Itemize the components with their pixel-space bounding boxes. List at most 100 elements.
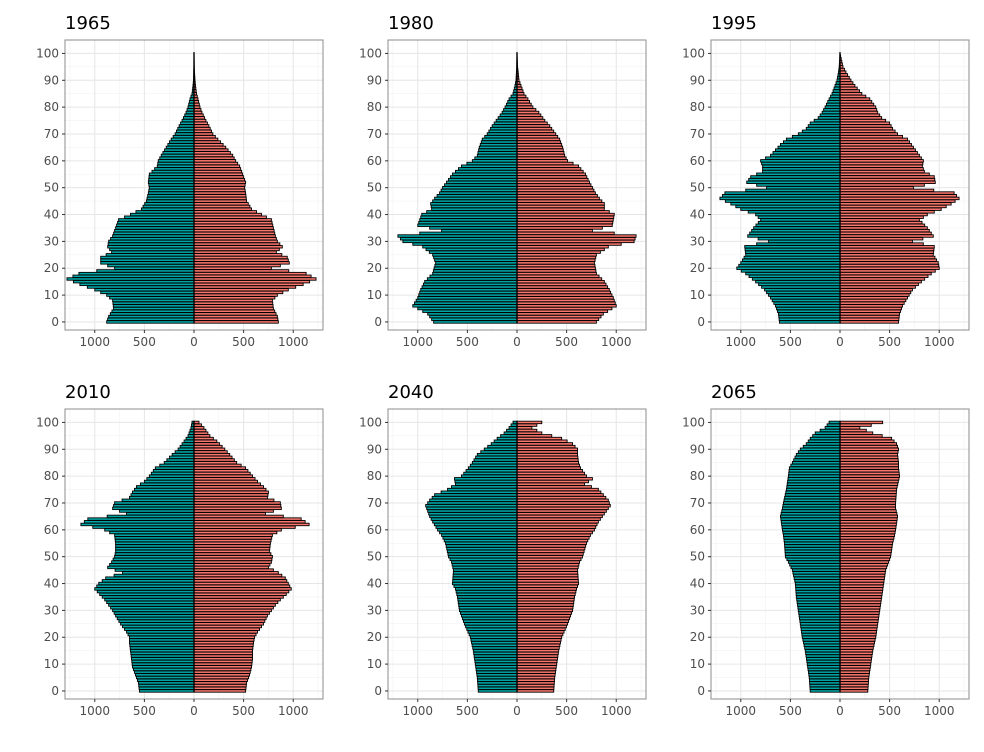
bar-left-age-33 bbox=[106, 600, 195, 605]
bar-left-age-14 bbox=[758, 282, 841, 287]
bar-left-age-79 bbox=[503, 108, 518, 112]
bar-left-age-29 bbox=[798, 611, 841, 615]
bar-right-age-68 bbox=[839, 137, 908, 142]
bar-left-age-88 bbox=[171, 452, 195, 457]
bar-left-age-65 bbox=[780, 514, 841, 519]
bar-left-age-29 bbox=[756, 242, 841, 246]
bar-left-age-63 bbox=[477, 151, 518, 155]
bar-right-age-17 bbox=[839, 643, 875, 647]
bar-right-age-29 bbox=[516, 242, 622, 246]
bar-right-age-15 bbox=[516, 648, 560, 653]
bar-left-age-6 bbox=[808, 673, 841, 677]
bar-left-age-68 bbox=[112, 506, 195, 511]
bar-right-age-81 bbox=[193, 471, 251, 476]
bar-left-age-48 bbox=[724, 191, 841, 195]
bar-right-age-11 bbox=[193, 659, 253, 664]
bar-left-age-74 bbox=[180, 121, 195, 125]
bar-right-age-34 bbox=[516, 228, 593, 233]
bar-right-age-7 bbox=[516, 670, 556, 674]
bar-right-age-32 bbox=[516, 234, 637, 238]
bar-left-age-5 bbox=[476, 675, 518, 680]
bar-left-age-67 bbox=[480, 140, 518, 144]
bar-right-age-12 bbox=[193, 288, 289, 292]
bar-right-age-90 bbox=[839, 78, 852, 82]
bar-left-age-32 bbox=[747, 234, 841, 238]
bar-left-age-81 bbox=[788, 471, 841, 476]
bar-left-age-95 bbox=[812, 434, 841, 438]
x-tick-label: 1000 bbox=[402, 704, 433, 718]
bar-left-age-80 bbox=[460, 474, 518, 478]
bar-right-age-86 bbox=[839, 458, 899, 462]
bar-left-age-53 bbox=[748, 177, 841, 182]
bar-right-age-70 bbox=[193, 501, 281, 505]
bar-left-age-3 bbox=[477, 681, 518, 685]
bar-right-age-84 bbox=[193, 463, 242, 468]
bar-right-age-96 bbox=[193, 431, 209, 435]
bar-left-age-34 bbox=[796, 597, 841, 602]
bar-right-age-84 bbox=[516, 463, 580, 468]
bar-left-age-51 bbox=[784, 552, 841, 556]
bar-left-age-3 bbox=[778, 312, 841, 316]
bar-right-age-60 bbox=[839, 159, 924, 163]
bar-right-age-39 bbox=[193, 215, 267, 219]
bar-right-age-42 bbox=[193, 207, 253, 211]
bar-right-age-53 bbox=[193, 177, 246, 182]
bar-left-age-64 bbox=[478, 148, 518, 152]
bar-left-age-43 bbox=[113, 573, 195, 578]
bar-right-age-27 bbox=[516, 247, 605, 252]
x-tick-label: 500 bbox=[555, 335, 578, 349]
x-tick-label: 0 bbox=[190, 335, 198, 349]
bar-left-age-11 bbox=[419, 290, 518, 295]
bar-right-age-9 bbox=[839, 296, 908, 300]
bar-right-age-31 bbox=[193, 237, 277, 241]
bar-left-age-70 bbox=[114, 501, 195, 505]
bar-left-age-70 bbox=[174, 132, 195, 136]
bar-left-age-74 bbox=[440, 490, 518, 494]
bar-left-age-34 bbox=[114, 228, 195, 233]
panel-title: 1980 bbox=[388, 13, 434, 34]
bar-right-age-30 bbox=[839, 608, 881, 613]
bar-left-age-31 bbox=[797, 606, 841, 610]
bar-right-age-66 bbox=[193, 143, 224, 147]
bar-left-age-78 bbox=[143, 479, 195, 484]
bar-left-age-57 bbox=[114, 536, 195, 540]
bar-right-age-83 bbox=[839, 97, 871, 101]
bar-right-age-28 bbox=[516, 614, 572, 618]
x-tick-label: 500 bbox=[456, 335, 479, 349]
bar-left-age-87 bbox=[833, 86, 841, 91]
bar-left-age-79 bbox=[787, 477, 841, 481]
bar-right-age-81 bbox=[839, 471, 900, 476]
bar-left-age-6 bbox=[775, 304, 841, 308]
bar-left-age-5 bbox=[776, 306, 841, 311]
bar-left-age-69 bbox=[791, 134, 841, 139]
bar-right-age-56 bbox=[516, 169, 584, 174]
y-tick-label: 100 bbox=[359, 46, 382, 60]
bar-left-age-37 bbox=[117, 220, 195, 225]
bar-right-age-32 bbox=[839, 603, 881, 607]
bar-right-age-2 bbox=[193, 314, 278, 319]
bar-right-age-42 bbox=[516, 576, 579, 580]
bar-left-age-88 bbox=[476, 452, 518, 457]
bar-left-age-65 bbox=[429, 514, 518, 519]
bar-left-age-8 bbox=[415, 298, 518, 303]
bar-left-age-23 bbox=[466, 627, 518, 631]
bar-right-age-6 bbox=[193, 673, 251, 677]
bar-left-age-42 bbox=[431, 207, 518, 211]
bar-left-age-67 bbox=[119, 509, 195, 513]
bar-left-age-87 bbox=[169, 455, 195, 460]
bar-right-age-54 bbox=[193, 544, 271, 548]
bar-left-age-9 bbox=[417, 296, 518, 300]
bar-left-age-30 bbox=[768, 239, 841, 244]
bar-right-age-91 bbox=[839, 75, 850, 80]
bar-right-age-64 bbox=[193, 148, 229, 152]
bar-left-age-28 bbox=[107, 245, 195, 249]
panel-title: 2010 bbox=[65, 382, 111, 403]
bar-right-age-33 bbox=[193, 600, 279, 605]
bar-left-age-61 bbox=[435, 525, 518, 529]
bar-left-age-5 bbox=[135, 675, 195, 680]
bar-left-age-8 bbox=[133, 667, 195, 672]
bar-left-age-59 bbox=[466, 161, 518, 166]
bar-right-age-89 bbox=[839, 450, 899, 454]
bar-right-age-40 bbox=[193, 581, 289, 586]
bar-left-age-96 bbox=[188, 431, 195, 435]
